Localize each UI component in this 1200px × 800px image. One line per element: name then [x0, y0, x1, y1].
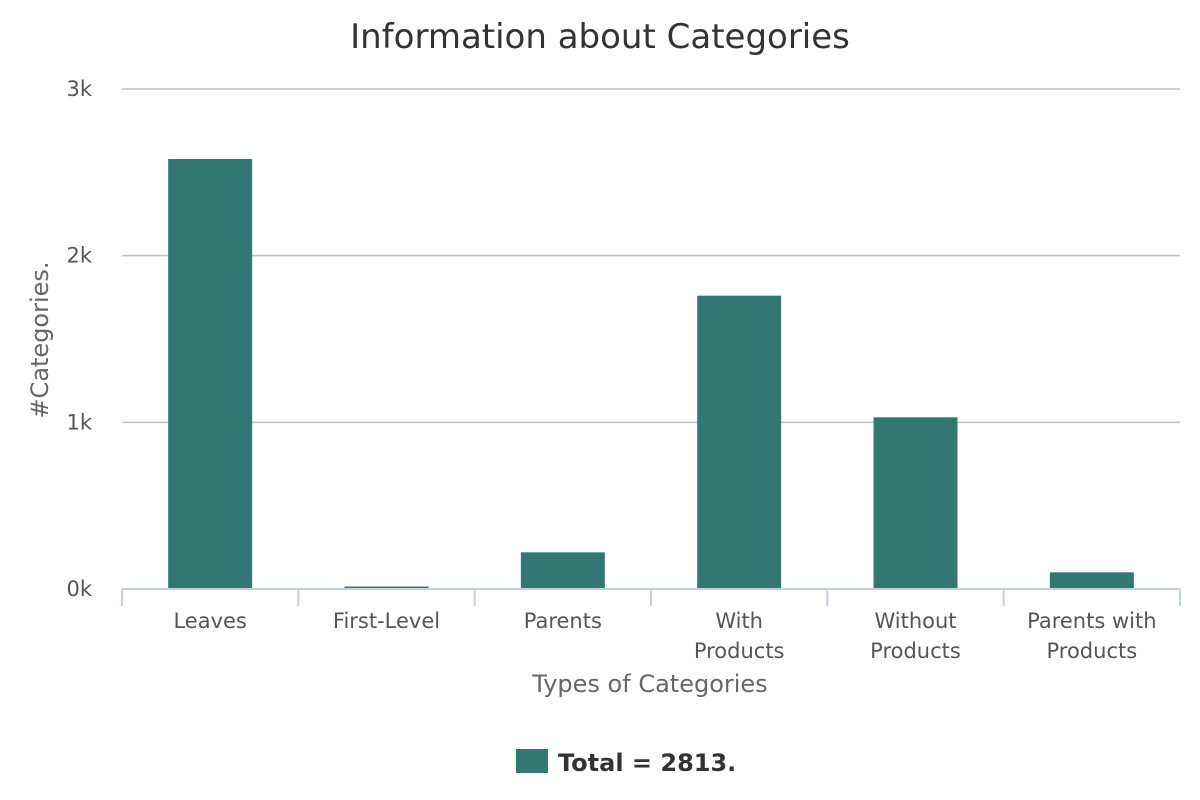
legend-label: Total = 2813.: [558, 749, 736, 777]
x-axis-labels: Leaves First-Level Parents With Products With…: [173, 609, 1156, 663]
bar[interactable]: [168, 159, 253, 589]
bar[interactable]: [1049, 572, 1134, 589]
y-tick-label: 2k: [66, 244, 92, 268]
legend-swatch: [516, 749, 548, 773]
y-axis-ticks: 0k 1k 2k 3k: [66, 77, 92, 601]
y-tick-label: 1k: [66, 410, 92, 434]
bars: [168, 159, 1134, 589]
x-tick-label: First-Level: [333, 609, 440, 633]
x-tick-label: Parents: [524, 609, 602, 633]
y-tick-label: 3k: [66, 77, 92, 101]
bar[interactable]: [344, 586, 429, 590]
bar[interactable]: [697, 295, 782, 589]
bar[interactable]: [873, 417, 958, 589]
chart-title: Information about Categories: [350, 17, 850, 57]
x-tick-label: Parents with Products: [1027, 609, 1156, 663]
bar[interactable]: [520, 552, 605, 589]
x-axis-title: Types of Categories: [531, 670, 767, 698]
y-tick-label: 0k: [66, 577, 92, 601]
x-axis: [121, 588, 1181, 606]
x-tick-label: With Products: [694, 609, 785, 663]
gridlines: [122, 88, 1180, 424]
x-tick-label: Leaves: [173, 609, 246, 633]
x-tick-label: Without Products: [870, 609, 961, 663]
y-axis-title: #Categories.: [26, 261, 54, 418]
legend[interactable]: Total = 2813.: [516, 749, 736, 777]
